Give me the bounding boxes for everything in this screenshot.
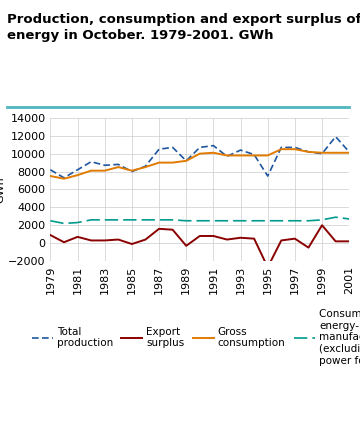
Gross
consumption — [198, 151, 202, 156]
Export
surplus — [103, 238, 107, 243]
Total
production — [198, 145, 202, 150]
Line: Gross
consumption: Gross consumption — [50, 149, 349, 179]
Gross
consumption — [89, 168, 93, 173]
Gross
consumption — [266, 153, 270, 158]
Export
surplus — [62, 240, 66, 245]
Export
surplus — [252, 236, 256, 241]
Export
surplus — [211, 233, 216, 238]
Gross
consumption — [320, 150, 324, 155]
Total
production — [347, 149, 351, 155]
Export
surplus — [198, 233, 202, 238]
Total
production — [306, 149, 311, 155]
Gross
consumption — [143, 165, 148, 170]
Export
surplus — [157, 226, 161, 232]
Total
production — [89, 159, 93, 164]
Consumption in
energy-intensive
manufacturing
(excluding occasional
power for electric boilers) — [225, 218, 229, 223]
Export
surplus — [143, 237, 148, 242]
Consumption in
energy-intensive
manufacturing
(excluding occasional
power for electric boilers) — [116, 217, 121, 222]
Gross
consumption — [48, 173, 53, 179]
Total
production — [157, 147, 161, 152]
Total
production — [225, 154, 229, 159]
Gross
consumption — [184, 158, 188, 163]
Gross
consumption — [279, 147, 283, 152]
Line: Export
surplus: Export surplus — [50, 225, 349, 267]
Total
production — [75, 167, 80, 172]
Consumption in
energy-intensive
manufacturing
(excluding occasional
power for electric boilers) — [184, 218, 188, 223]
Export
surplus — [89, 238, 93, 243]
Gross
consumption — [293, 147, 297, 152]
Gross
consumption — [157, 160, 161, 165]
Export
surplus — [171, 227, 175, 232]
Consumption in
energy-intensive
manufacturing
(excluding occasional
power for electric boilers) — [320, 217, 324, 222]
Consumption in
energy-intensive
manufacturing
(excluding occasional
power for electric boilers) — [266, 218, 270, 223]
Total
production — [320, 151, 324, 156]
Gross
consumption — [130, 168, 134, 173]
Gross
consumption — [252, 153, 256, 158]
Export
surplus — [130, 242, 134, 247]
Consumption in
energy-intensive
manufacturing
(excluding occasional
power for electric boilers) — [143, 217, 148, 222]
Export
surplus — [225, 237, 229, 242]
Export
surplus — [306, 245, 311, 250]
Total
production — [333, 134, 338, 139]
Export
surplus — [347, 239, 351, 244]
Consumption in
energy-intensive
manufacturing
(excluding occasional
power for electric boilers) — [238, 218, 243, 223]
Total
production — [252, 152, 256, 157]
Consumption in
energy-intensive
manufacturing
(excluding occasional
power for electric boilers) — [252, 218, 256, 223]
Line: Consumption in
energy-intensive
manufacturing
(excluding occasional
power for electric boilers): Consumption in energy-intensive manufact… — [50, 217, 349, 224]
Text: Production, consumption and export surplus of electric
energy in October. 1979-2: Production, consumption and export surpl… — [7, 13, 360, 42]
Consumption in
energy-intensive
manufacturing
(excluding occasional
power for electric boilers) — [48, 218, 53, 223]
Export
surplus — [48, 232, 53, 237]
Export
surplus — [333, 239, 338, 244]
Consumption in
energy-intensive
manufacturing
(excluding occasional
power for electric boilers) — [306, 218, 311, 223]
Export
surplus — [75, 234, 80, 240]
Consumption in
energy-intensive
manufacturing
(excluding occasional
power for electric boilers) — [279, 218, 283, 223]
Export
surplus — [279, 238, 283, 243]
Gross
consumption — [103, 168, 107, 173]
Total
production — [171, 145, 175, 150]
Legend: Total
production, Export
surplus, Gross
consumption, Consumption in
energy-inten: Total production, Export surplus, Gross … — [32, 309, 360, 365]
Consumption in
energy-intensive
manufacturing
(excluding occasional
power for electric boilers) — [103, 217, 107, 222]
Total
production — [266, 173, 270, 179]
Gross
consumption — [211, 150, 216, 155]
Export
surplus — [320, 223, 324, 228]
Gross
consumption — [225, 153, 229, 158]
Consumption in
energy-intensive
manufacturing
(excluding occasional
power for electric boilers) — [293, 218, 297, 223]
Gross
consumption — [347, 150, 351, 155]
Consumption in
energy-intensive
manufacturing
(excluding occasional
power for electric boilers) — [130, 217, 134, 222]
Consumption in
energy-intensive
manufacturing
(excluding occasional
power for electric boilers) — [62, 221, 66, 226]
Gross
consumption — [306, 149, 311, 155]
Line: Total
production: Total production — [50, 137, 349, 178]
Total
production — [62, 175, 66, 180]
Total
production — [48, 167, 53, 172]
Consumption in
energy-intensive
manufacturing
(excluding occasional
power for electric boilers) — [333, 215, 338, 220]
Total
production — [238, 147, 243, 152]
Consumption in
energy-intensive
manufacturing
(excluding occasional
power for electric boilers) — [198, 218, 202, 223]
Export
surplus — [116, 237, 121, 242]
Total
production — [293, 145, 297, 150]
Consumption in
energy-intensive
manufacturing
(excluding occasional
power for electric boilers) — [75, 220, 80, 225]
Consumption in
energy-intensive
manufacturing
(excluding occasional
power for electric boilers) — [211, 218, 216, 223]
Consumption in
energy-intensive
manufacturing
(excluding occasional
power for electric boilers) — [171, 217, 175, 222]
Y-axis label: GWh: GWh — [0, 176, 5, 203]
Export
surplus — [266, 265, 270, 270]
Export
surplus — [238, 235, 243, 240]
Export
surplus — [293, 236, 297, 241]
Total
production — [116, 162, 121, 167]
Total
production — [279, 145, 283, 150]
Total
production — [211, 143, 216, 148]
Export
surplus — [184, 243, 188, 248]
Total
production — [130, 169, 134, 174]
Consumption in
energy-intensive
manufacturing
(excluding occasional
power for electric boilers) — [157, 217, 161, 222]
Gross
consumption — [171, 160, 175, 165]
Total
production — [184, 158, 188, 163]
Gross
consumption — [116, 165, 121, 170]
Gross
consumption — [238, 153, 243, 158]
Gross
consumption — [62, 176, 66, 181]
Gross
consumption — [75, 173, 80, 178]
Total
production — [103, 163, 107, 168]
Total
production — [143, 164, 148, 169]
Consumption in
energy-intensive
manufacturing
(excluding occasional
power for electric boilers) — [89, 217, 93, 222]
Gross
consumption — [333, 150, 338, 155]
Consumption in
energy-intensive
manufacturing
(excluding occasional
power for electric boilers) — [347, 216, 351, 221]
